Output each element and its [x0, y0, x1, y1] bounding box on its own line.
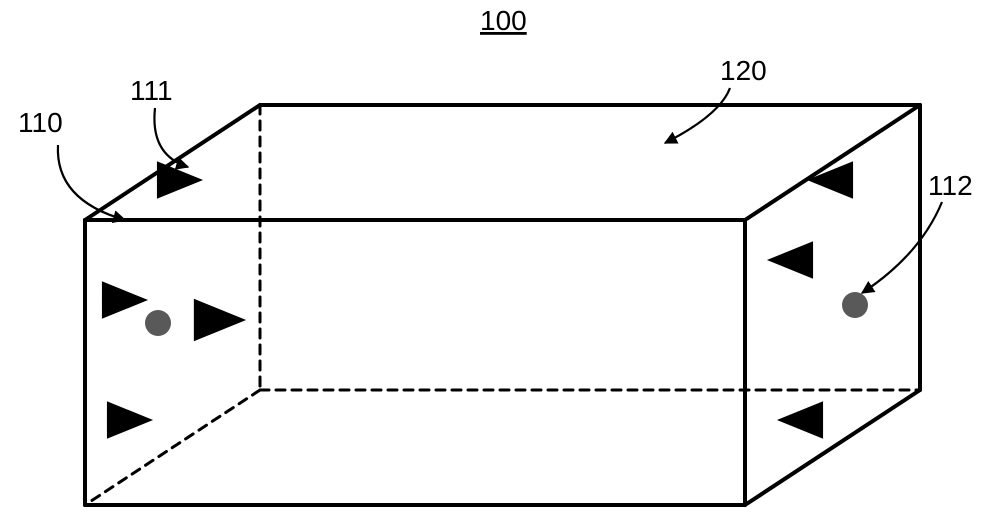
callout-leader: [862, 202, 942, 293]
flow-arrow-icon: [107, 401, 153, 439]
callout-leader: [665, 88, 730, 143]
figure-title: 100: [480, 5, 527, 36]
reference-label: 112: [928, 170, 973, 201]
flow-arrow-icon: [767, 241, 813, 279]
prism-edge: [745, 390, 920, 505]
callout-leader: [154, 108, 188, 167]
flow-arrow-icon: [777, 401, 823, 439]
flow-arrow-icon: [194, 299, 246, 342]
patent-figure: 100 110 111 120 112: [0, 0, 1000, 521]
flow-arrow-icon: [807, 161, 853, 199]
reference-label: 111: [130, 75, 173, 106]
reference-label: 110: [18, 107, 63, 138]
prism-edge: [745, 105, 920, 220]
callout-leader: [58, 145, 125, 220]
reference-label: 120: [720, 55, 767, 86]
port-dot-icon: [145, 310, 171, 336]
prism-edge: [85, 105, 260, 220]
flow-arrow-icon: [102, 281, 148, 319]
flow-arrow-icon: [157, 161, 203, 199]
port-dot-icon: [842, 292, 868, 318]
